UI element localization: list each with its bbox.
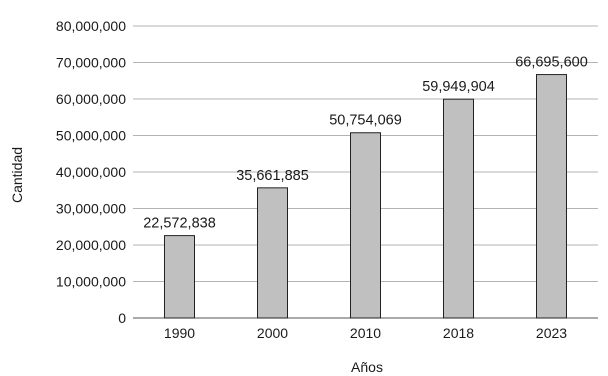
y-tick-label: 20,000,000 [56,237,126,253]
bar-2010 [350,132,381,319]
y-tick-label: 10,000,000 [56,274,126,290]
x-axis-title: Años [351,359,383,375]
data-label: 35,661,885 [236,168,309,184]
y-axis-title: Cantidad [9,147,25,203]
data-label: 66,695,600 [515,55,588,71]
x-tick-label: 2000 [257,325,288,341]
data-label: 50,754,069 [329,113,402,129]
y-tick-label: 60,000,000 [56,91,126,107]
x-tick-label: 1990 [164,325,195,341]
y-tick-label: 70,000,000 [56,55,126,71]
bar-2000 [257,187,288,319]
bar-2018 [443,98,474,319]
y-tick-labels: 0 10,000,000 20,000,000 30,000,000 40,000,00… [56,18,126,326]
data-label: 22,572,838 [143,216,216,232]
y-tick-label: 80,000,000 [56,18,126,34]
data-label: 59,949,904 [422,79,495,95]
y-tick-label: 50,000,000 [56,128,126,144]
bars [164,74,567,319]
x-tick-labels: 1990 2000 2010 2018 2023 [164,325,567,341]
x-tick-label: 2023 [536,325,567,341]
y-tick-label: 40,000,000 [56,164,126,180]
bar-1990 [164,235,195,319]
y-tick-label: 30,000,000 [56,201,126,217]
x-tick-label: 2010 [350,325,381,341]
data-labels: 22,572,838 35,661,885 50,754,069 59,949,904… [143,55,588,232]
x-tick-label: 2018 [443,325,474,341]
y-tick-label: 0 [118,310,126,326]
bar-2023 [536,74,567,319]
